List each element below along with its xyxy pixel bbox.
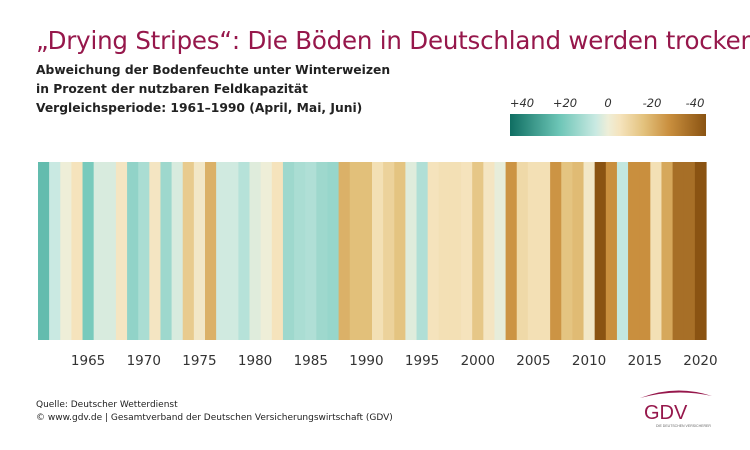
stripe-2007 bbox=[550, 162, 562, 340]
x-tick-label: 1990 bbox=[349, 353, 383, 369]
legend-label: 0 bbox=[604, 96, 612, 110]
x-tick-label: 2020 bbox=[683, 353, 717, 369]
stripe-2002 bbox=[494, 162, 507, 340]
stripe-1981 bbox=[260, 162, 273, 340]
stripe-1993 bbox=[394, 162, 406, 340]
logo-tagline: DIE DEUTSCHEN VERSICHERER bbox=[656, 424, 711, 428]
copyright-note: © www.gdv.de | Gesamtverband der Deutsch… bbox=[36, 413, 393, 423]
stripe-1978 bbox=[227, 162, 239, 340]
x-tick-label: 1970 bbox=[127, 353, 161, 369]
stripe-2017 bbox=[661, 162, 674, 340]
legend-label: -40 bbox=[685, 96, 705, 110]
stripe-2008 bbox=[561, 162, 573, 340]
stripe-2009 bbox=[572, 162, 585, 340]
stripe-1963 bbox=[60, 162, 72, 340]
gdv-logo: GDV DIE DEUTSCHEN VERSICHERER bbox=[640, 390, 712, 428]
stripe-2012 bbox=[605, 162, 618, 340]
stripe-1970 bbox=[138, 162, 150, 340]
stripe-1997 bbox=[438, 162, 451, 340]
subtitle-line-1: Abweichung der Bodenfeuchte unter Winter… bbox=[36, 63, 391, 77]
stripe-1974 bbox=[182, 162, 195, 340]
stripe-2001 bbox=[483, 162, 496, 340]
stripe-1985 bbox=[305, 162, 317, 340]
x-tick-label: 2015 bbox=[628, 353, 662, 369]
stripe-1979 bbox=[238, 162, 251, 340]
x-tick-label: 1975 bbox=[182, 353, 216, 369]
x-tick-label: 1985 bbox=[294, 353, 328, 369]
stripe-2019 bbox=[683, 162, 696, 340]
stripe-1987 bbox=[327, 162, 340, 340]
stripe-1977 bbox=[216, 162, 228, 340]
stripe-2015 bbox=[639, 162, 651, 340]
stripe-1995 bbox=[416, 162, 429, 340]
logo-text: GDV bbox=[644, 402, 688, 424]
stripe-1973 bbox=[171, 162, 184, 340]
stripe-1984 bbox=[294, 162, 306, 340]
stripe-1961 bbox=[38, 162, 50, 340]
x-tick-label: 1995 bbox=[405, 353, 439, 369]
source-note: Quelle: Deutscher Wetterdienst bbox=[36, 400, 178, 410]
stripe-1990 bbox=[360, 162, 373, 340]
stripe-2018 bbox=[672, 162, 685, 340]
stripe-1967 bbox=[104, 162, 117, 340]
stripe-2006 bbox=[539, 162, 551, 340]
stripe-1965 bbox=[82, 162, 95, 340]
stripes-chart: 1965 1970 1975 1980 1985 1990 1995 2000 2005 2010… bbox=[38, 162, 718, 369]
x-tick-label: 2000 bbox=[461, 353, 495, 369]
stripe-1971 bbox=[149, 162, 162, 340]
stripe-2020 bbox=[694, 162, 707, 340]
stripe-1999 bbox=[461, 162, 473, 340]
stripe-1964 bbox=[71, 162, 84, 340]
legend-label: -20 bbox=[642, 96, 662, 110]
x-tick-label: 2005 bbox=[516, 353, 550, 369]
stripe-1988 bbox=[338, 162, 351, 340]
stripe-1998 bbox=[449, 162, 462, 340]
stripe-1980 bbox=[249, 162, 262, 340]
stripe-1994 bbox=[405, 162, 418, 340]
legend-label: +40 bbox=[509, 96, 535, 110]
stripe-2000 bbox=[472, 162, 484, 340]
stripe-1962 bbox=[49, 162, 61, 340]
legend-label: +20 bbox=[552, 96, 578, 110]
stripe-1982 bbox=[271, 162, 284, 340]
stripe-1992 bbox=[383, 162, 395, 340]
subtitle-line-3: Vergleichsperiode: 1961–1990 (April, Mai… bbox=[36, 101, 363, 115]
stripe-2005 bbox=[527, 162, 540, 340]
stripe-2016 bbox=[650, 162, 663, 340]
stripe-1996 bbox=[427, 162, 440, 340]
color-legend-bar bbox=[510, 114, 706, 136]
stripe-1991 bbox=[372, 162, 384, 340]
stripe-1976 bbox=[205, 162, 217, 340]
stripe-1986 bbox=[316, 162, 329, 340]
stripe-2003 bbox=[505, 162, 518, 340]
stripe-2013 bbox=[616, 162, 629, 340]
stripe-1975 bbox=[193, 162, 206, 340]
stripe-1966 bbox=[93, 162, 106, 340]
stripe-2014 bbox=[628, 162, 640, 340]
stripe-1989 bbox=[349, 162, 362, 340]
chart-title: „Drying Stripes“: Die Böden in Deutschla… bbox=[36, 26, 750, 55]
stripe-2011 bbox=[594, 162, 607, 340]
stripe-1968 bbox=[115, 162, 128, 340]
stripe-1969 bbox=[127, 162, 139, 340]
stripe-1983 bbox=[282, 162, 295, 340]
stripe-2010 bbox=[583, 162, 596, 340]
stripe-1972 bbox=[160, 162, 173, 340]
stripe-2004 bbox=[516, 162, 529, 340]
x-tick-label: 2010 bbox=[572, 353, 606, 369]
subtitle-line-2: in Prozent der nutzbaren Feldkapazität bbox=[36, 82, 309, 96]
x-tick-label: 1980 bbox=[238, 353, 272, 369]
x-tick-label: 1965 bbox=[71, 353, 105, 369]
